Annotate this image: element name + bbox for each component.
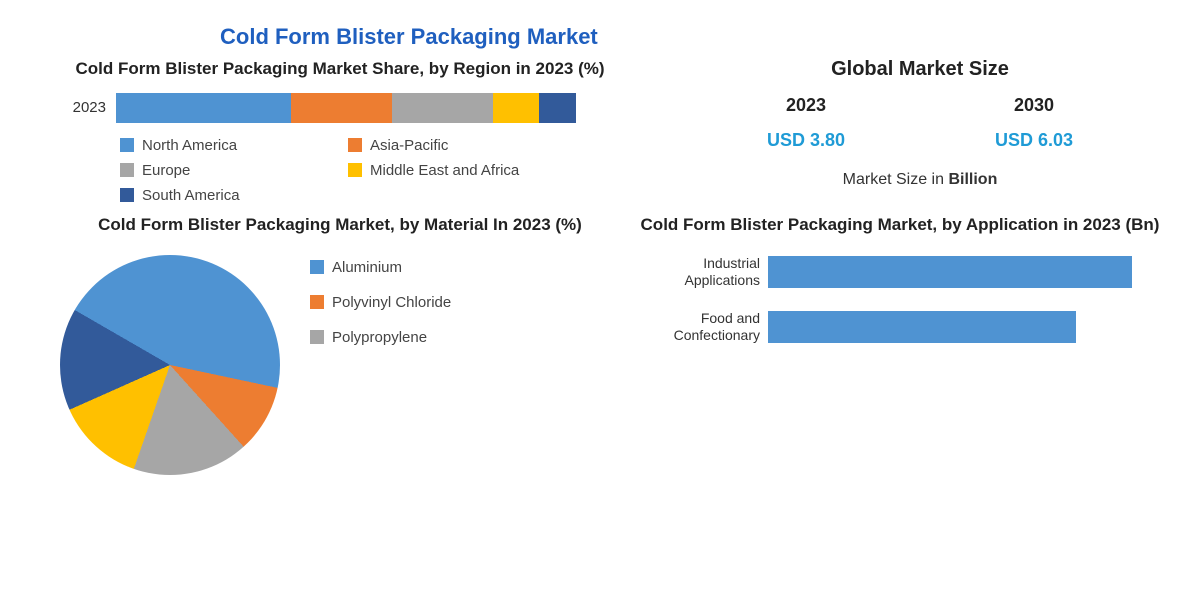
legend-item: North America [120, 137, 340, 154]
page-title: Cold Form Blister Packaging Market [0, 0, 1200, 58]
legend-label: Middle East and Africa [370, 162, 519, 179]
market-size-col-2030: 2030 USD 6.03 [995, 95, 1073, 151]
region-share-chart: Cold Form Blister Packaging Market Share… [0, 58, 640, 204]
application-bar-title: Cold Form Blister Packaging Market, by A… [640, 214, 1160, 237]
legend-swatch [310, 295, 324, 309]
legend-swatch [120, 188, 134, 202]
hbar-label: Food and Confectionary [640, 310, 760, 344]
application-bar-chart: Cold Form Blister Packaging Market, by A… [640, 214, 1200, 365]
market-size-block: Global Market Size 2023 USD 3.80 2030 US… [640, 58, 1200, 204]
material-pie [60, 255, 280, 475]
market-size-col-2023: 2023 USD 3.80 [767, 95, 845, 151]
legend-label: Europe [142, 162, 190, 179]
legend-item: Asia-Pacific [348, 137, 568, 154]
region-share-segment [291, 93, 392, 123]
legend-item: Polyvinyl Chloride [310, 294, 451, 311]
market-size-year-1: 2030 [1014, 95, 1054, 116]
region-share-segment [493, 93, 539, 123]
legend-item: Polypropylene [310, 329, 451, 346]
hbar-row: Industrial Applications [640, 255, 1160, 289]
hbar-fill [768, 256, 1132, 288]
legend-label: Polyvinyl Chloride [332, 294, 451, 311]
market-size-footer: Market Size in Billion [680, 171, 1160, 189]
legend-item: Aluminium [310, 259, 451, 276]
hbar-row: Food and Confectionary [640, 310, 1160, 344]
material-pie-legend: Aluminium Polyvinyl Chloride Polypropylene [310, 259, 451, 346]
region-share-legend: North America Asia-Pacific Europe Middle Ea… [60, 137, 620, 204]
market-size-year-0: 2023 [786, 95, 826, 116]
legend-label: Asia-Pacific [370, 137, 448, 154]
legend-swatch [310, 260, 324, 274]
hbar-track [768, 256, 1160, 288]
hbar-label: Industrial Applications [640, 255, 760, 289]
legend-swatch [348, 138, 362, 152]
market-size-value-0: USD 3.80 [767, 130, 845, 151]
region-share-segment [539, 93, 576, 123]
market-size-title: Global Market Size [680, 58, 1160, 81]
legend-item: Europe [120, 162, 340, 179]
legend-label: South America [142, 187, 240, 204]
legend-label: Aluminium [332, 259, 402, 276]
region-share-title: Cold Form Blister Packaging Market Share… [60, 58, 620, 81]
material-pie-row: Aluminium Polyvinyl Chloride Polypropylene [60, 249, 620, 365]
material-pie-title: Cold Form Blister Packaging Market, by M… [60, 214, 620, 237]
legend-label: Polypropylene [332, 329, 427, 346]
dashboard-grid: Cold Form Blister Packaging Market Share… [0, 58, 1200, 365]
market-size-footer-prefix: Market Size in [843, 171, 949, 188]
legend-item: Middle East and Africa [348, 162, 568, 179]
legend-swatch [348, 163, 362, 177]
hbar-track [768, 311, 1160, 343]
region-share-segment [116, 93, 291, 123]
region-share-bar [116, 93, 576, 123]
legend-swatch [120, 163, 134, 177]
application-bar-area: Industrial Applications Food and Confecti… [640, 255, 1160, 344]
legend-swatch [120, 138, 134, 152]
region-share-bar-wrap: 2023 [60, 93, 620, 123]
market-size-footer-unit: Billion [948, 171, 997, 188]
region-share-year: 2023 [60, 99, 106, 116]
legend-label: North America [142, 137, 237, 154]
market-size-value-1: USD 6.03 [995, 130, 1073, 151]
market-size-row: 2023 USD 3.80 2030 USD 6.03 [680, 95, 1160, 151]
material-pie-chart: Cold Form Blister Packaging Market, by M… [0, 214, 640, 365]
hbar-fill [768, 311, 1076, 343]
legend-item: South America [120, 187, 340, 204]
region-share-segment [392, 93, 493, 123]
legend-swatch [310, 330, 324, 344]
